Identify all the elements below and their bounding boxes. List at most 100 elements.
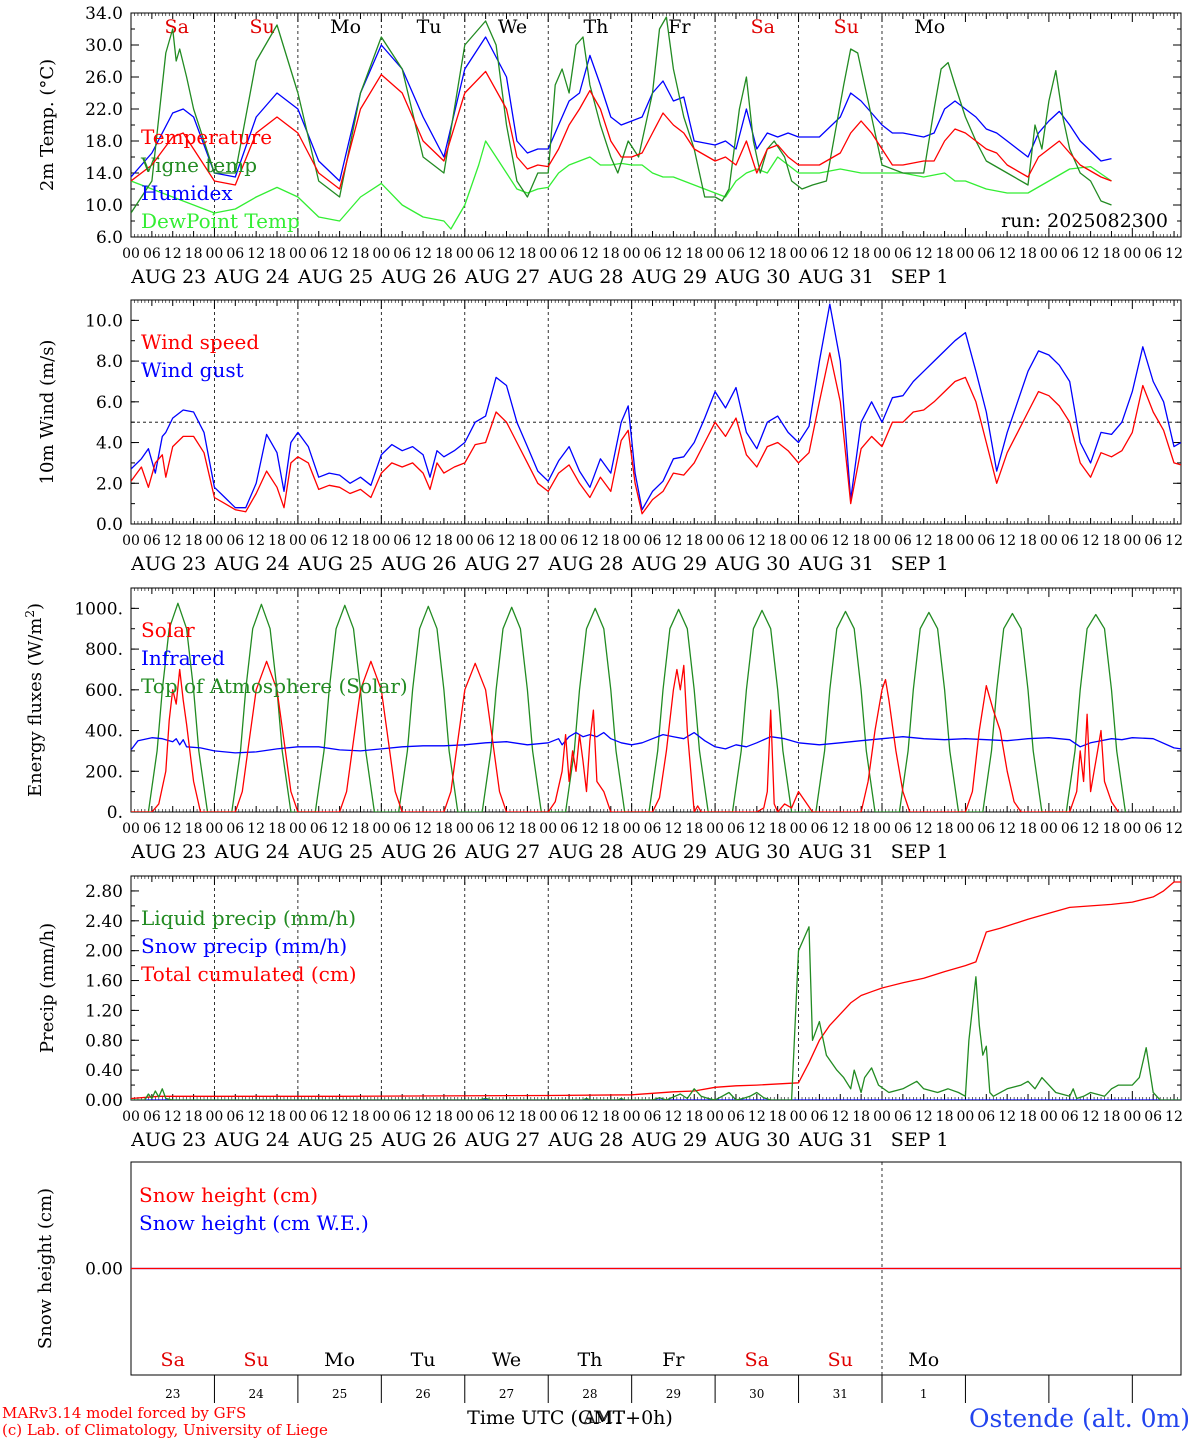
- x-hour-label: 12: [664, 246, 682, 262]
- x-hour-label: 06: [560, 533, 578, 549]
- series-line-temperature: [131, 70, 1112, 190]
- x-hour-label: 00: [873, 533, 891, 549]
- x-hour-label: 06: [560, 1109, 578, 1125]
- x-date-label: AUG 25: [297, 553, 373, 575]
- station-label: Ostende (alt. 0m): [969, 1404, 1190, 1433]
- y-axis-label: Snow height (cm): [35, 1188, 56, 1349]
- x-hour-label: 12: [247, 246, 265, 262]
- x-hour-label: 12: [164, 1109, 182, 1125]
- day-number: 30: [749, 1387, 764, 1401]
- day-name: Su: [250, 16, 275, 38]
- x-hour-label: 12: [1165, 1109, 1183, 1125]
- x-hour-label: 00: [372, 1109, 390, 1125]
- x-hour-label: 00: [623, 533, 641, 549]
- x-date-label: SEP 1: [891, 266, 949, 288]
- day-name: Fr: [662, 1349, 685, 1371]
- x-hour-label: 00: [1123, 246, 1141, 262]
- x-hour-label: 00: [623, 821, 641, 837]
- x-hour-label: 18: [685, 246, 703, 262]
- x-hour-label: 12: [664, 533, 682, 549]
- x-hour-label: 00: [1040, 246, 1058, 262]
- x-hour-label: 00: [623, 246, 641, 262]
- x-hour-label: 00: [122, 246, 140, 262]
- legend-entry: Wind speed: [141, 330, 259, 354]
- x-hour-label: 18: [602, 533, 620, 549]
- x-hour-label: 06: [1144, 821, 1162, 837]
- x-hour-label: 06: [560, 821, 578, 837]
- legend-entry: Snow precip (mm/h): [141, 934, 347, 958]
- x-date-label: AUG 23: [130, 841, 206, 863]
- x-date-label: AUG 29: [631, 1129, 707, 1151]
- x-hour-label: 00: [456, 1109, 474, 1125]
- x-hour-label: 00: [957, 1109, 975, 1125]
- x-hour-label: 06: [310, 246, 328, 262]
- day-name: Tu: [411, 1349, 436, 1371]
- day-name: We: [498, 16, 527, 38]
- x-hour-label: 18: [185, 246, 203, 262]
- x-hour-label: 18: [769, 533, 787, 549]
- y-tick-label: 0.00: [85, 1091, 123, 1111]
- x-hour-label: 12: [581, 821, 599, 837]
- x-hour-label: 12: [581, 1109, 599, 1125]
- x-hour-label: 12: [581, 246, 599, 262]
- y-axis-label: Precip (mm/h): [37, 923, 58, 1053]
- x-date-label: AUG 27: [464, 1129, 540, 1151]
- x-hour-label: 18: [185, 821, 203, 837]
- x-hour-label: 06: [143, 1109, 161, 1125]
- x-hour-label: 00: [539, 1109, 557, 1125]
- x-hour-label: 06: [226, 821, 244, 837]
- x-hour-label: 12: [1082, 821, 1100, 837]
- x-hour-label: 00: [456, 533, 474, 549]
- x-hour-label: 00: [122, 533, 140, 549]
- x-hour-label: 18: [936, 821, 954, 837]
- y-tick-label: 1.60: [85, 972, 123, 992]
- x-hour-label: 06: [1061, 821, 1079, 837]
- x-hour-label: 12: [998, 821, 1016, 837]
- legend-entry: Liquid precip (mm/h): [141, 906, 356, 930]
- panel-temp: 6.0 10.0 14.0 18.0 22.0 26.0 30.0 34.0 2m Temp. …: [37, 4, 1183, 288]
- y-tick-label: 2.40: [85, 912, 123, 932]
- x-hour-label: 06: [393, 533, 411, 549]
- x-hour-label: 18: [352, 1109, 370, 1125]
- x-hour-label: 00: [873, 1109, 891, 1125]
- run-label: run: 2025082300: [1001, 210, 1168, 232]
- x-hour-label: 12: [414, 1109, 432, 1125]
- y-tick-label: 2.80: [85, 882, 123, 902]
- legend-entry: Infrared: [141, 646, 225, 670]
- x-hour-label: 06: [1061, 246, 1079, 262]
- y-tick-label: 0.40: [85, 1061, 123, 1081]
- x-date-label: SEP 1: [891, 553, 949, 575]
- x-hour-label: 12: [164, 821, 182, 837]
- x-hour-label: 06: [894, 821, 912, 837]
- x-hour-label: 18: [352, 821, 370, 837]
- x-hour-label: 00: [539, 533, 557, 549]
- legend-entry: DewPoint Temp: [141, 209, 300, 233]
- x-hour-label: 18: [852, 246, 870, 262]
- day-number: 31: [833, 1387, 848, 1401]
- x-hour-label: 00: [706, 533, 724, 549]
- day-name: Fr: [668, 16, 691, 38]
- x-hour-label: 12: [748, 246, 766, 262]
- x-hour-label: 12: [915, 821, 933, 837]
- x-hour-label: 12: [831, 533, 849, 549]
- x-date-label: AUG 23: [130, 1129, 206, 1151]
- series-line-wind-speed: [131, 352, 1181, 515]
- x-date-label: AUG 30: [714, 266, 790, 288]
- x-hour-label: 06: [310, 821, 328, 837]
- x-date-label: AUG 24: [214, 553, 290, 575]
- x-date-label: AUG 28: [547, 553, 623, 575]
- day-name: Su: [828, 1349, 853, 1371]
- day-name: Sa: [745, 1349, 769, 1371]
- x-hour-label: 12: [331, 1109, 349, 1125]
- x-hour-label: 06: [143, 533, 161, 549]
- x-hour-label: 06: [226, 1109, 244, 1125]
- x-hour-label: 12: [915, 246, 933, 262]
- x-hour-label: 12: [998, 533, 1016, 549]
- day-name: Mo: [908, 1349, 939, 1371]
- x-hour-label: 06: [894, 533, 912, 549]
- x-hour-label: 18: [1103, 533, 1121, 549]
- x-hour-label: 06: [560, 246, 578, 262]
- x-hour-label: 18: [268, 1109, 286, 1125]
- x-hour-label: 18: [268, 533, 286, 549]
